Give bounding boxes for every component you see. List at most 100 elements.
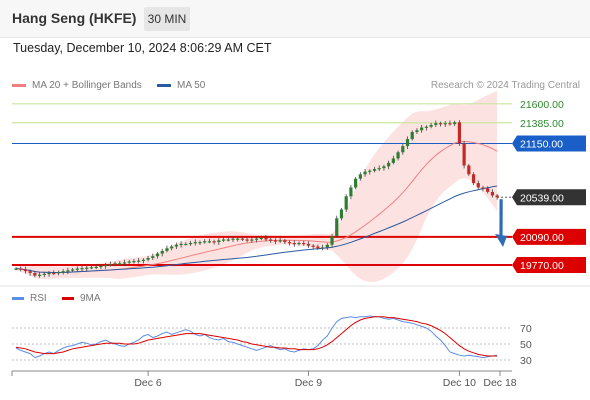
ma50-line [15, 185, 498, 273]
candle-body [467, 165, 471, 175]
candle-body [174, 244, 178, 247]
candle-57 [283, 238, 287, 245]
candle-33 [170, 244, 174, 251]
candle-body [75, 268, 79, 270]
candle-body [297, 243, 301, 245]
candle-body [259, 237, 263, 239]
price-tag-label: 19770.00 [520, 260, 564, 272]
candle-1 [19, 266, 23, 272]
candle-70 [344, 194, 348, 212]
rsi-line [15, 315, 498, 359]
candle-34 [174, 242, 178, 249]
candle-10 [61, 269, 65, 275]
candle-body [47, 272, 51, 275]
candle-37 [188, 240, 193, 246]
candle-body [349, 187, 353, 197]
candle-body [188, 243, 193, 245]
candle-21 [113, 261, 117, 267]
candle-body [306, 243, 311, 246]
candle-7 [47, 270, 51, 277]
candle-body [56, 272, 61, 274]
candle-body [278, 240, 282, 242]
candle-4 [33, 270, 37, 278]
candle-84 [410, 130, 414, 141]
candle-body [37, 274, 42, 276]
candle-body [132, 261, 136, 263]
candle-body [368, 170, 372, 172]
candle-49 [245, 237, 249, 243]
candle-body [429, 124, 433, 127]
candle-67 [330, 233, 334, 248]
candle-31 [160, 248, 164, 257]
legend-ma50: MA 50 [157, 80, 205, 91]
candle-69 [339, 207, 344, 221]
price-tag-bg [512, 189, 586, 206]
candle-15 [85, 266, 89, 272]
candle-52 [259, 235, 263, 241]
candle-body [372, 169, 377, 171]
candle-66 [325, 243, 329, 250]
candle-96 [467, 163, 471, 176]
timestamp: Tuesday, December 10, 2024 8:06:29 AM CE… [13, 41, 272, 55]
candle-body [207, 241, 211, 243]
interval-button[interactable]: 30 MIN [144, 7, 190, 31]
candle-76 [372, 166, 377, 173]
candle-body [448, 123, 452, 125]
bollinger-band [16, 91, 498, 282]
x-tick-label: Dec 9 [295, 377, 323, 389]
candle-body [217, 240, 221, 243]
candle-28 [146, 255, 150, 262]
candle-body [236, 238, 240, 240]
candle-12 [71, 267, 75, 272]
x-tick-label: Dec 10 [443, 377, 476, 389]
candle-body [363, 171, 367, 175]
legend-ma20-label: MA 20 + Bollinger Bands [32, 80, 142, 91]
candle-74 [363, 169, 367, 177]
candle-93 [453, 120, 457, 127]
candle-85 [415, 128, 419, 135]
candle-82 [401, 143, 405, 155]
legend-rsi: RSI [12, 293, 47, 304]
candle-body [287, 242, 292, 244]
candle-22 [118, 261, 122, 266]
ma20-swatch [12, 84, 26, 87]
candle-40 [203, 239, 207, 244]
candle-86 [420, 124, 424, 133]
candle-body [481, 187, 485, 189]
candle-body [316, 246, 320, 249]
candle-body [221, 239, 226, 241]
candle-body [358, 174, 362, 179]
candle-body [80, 268, 84, 270]
candle-body [302, 243, 306, 245]
candle-body [457, 122, 461, 144]
rsi-level-label: 30 [520, 355, 532, 367]
candle-17 [94, 264, 98, 270]
candle-43 [217, 238, 221, 246]
candle-body [391, 158, 395, 163]
candle-body [19, 268, 23, 270]
candle-35 [179, 241, 183, 248]
candle-102 [495, 193, 499, 200]
legend-ma20: MA 20 + Bollinger Bands [12, 80, 142, 91]
candle-body [141, 259, 145, 261]
candle-38 [193, 239, 197, 246]
candle-46 [231, 236, 235, 242]
candle-95 [462, 140, 466, 169]
candle-body [203, 241, 207, 243]
candle-89 [434, 120, 438, 127]
rsi-swatch [12, 297, 24, 300]
candle-body [14, 268, 18, 270]
candle-58 [287, 240, 292, 246]
legend-ma50-label: MA 50 [177, 80, 206, 91]
candle-body [245, 239, 249, 241]
candle-79 [387, 160, 391, 170]
price-tag-21150-00: 21150.00 [512, 135, 586, 152]
candle-body [151, 256, 155, 258]
price-tag-label: 21600.00 [520, 99, 564, 111]
candle-75 [368, 169, 372, 175]
price-tag-label: 21150.00 [520, 138, 563, 150]
candle-48 [240, 237, 245, 242]
candle-83 [405, 136, 410, 150]
candle-body [495, 195, 499, 198]
